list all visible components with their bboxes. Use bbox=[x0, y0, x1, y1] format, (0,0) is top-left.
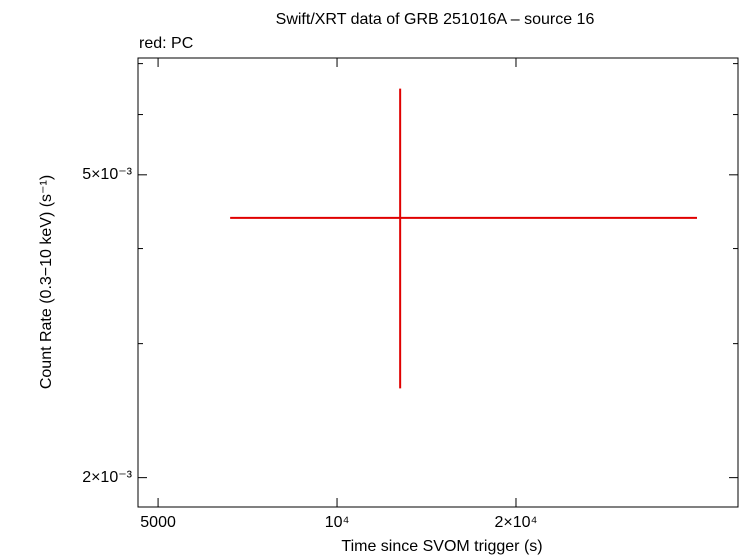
y-axis-label: Count Rate (0.3−10 keV) (s⁻¹) bbox=[38, 175, 55, 389]
chart-title: Swift/XRT data of GRB 251016A – source 1… bbox=[276, 11, 595, 28]
y-tick-label: 2×10⁻³ bbox=[82, 469, 132, 486]
x-tick-label: 5000 bbox=[140, 514, 176, 531]
x-tick-label: 10⁴ bbox=[325, 514, 350, 531]
annotation: red: PC bbox=[139, 35, 193, 52]
plot-frame bbox=[137, 57, 739, 508]
x-tick-label: 2×10⁴ bbox=[495, 514, 538, 531]
x-axis-label: Time since SVOM trigger (s) bbox=[341, 538, 542, 555]
y-tick-label: 5×10⁻³ bbox=[82, 166, 132, 183]
